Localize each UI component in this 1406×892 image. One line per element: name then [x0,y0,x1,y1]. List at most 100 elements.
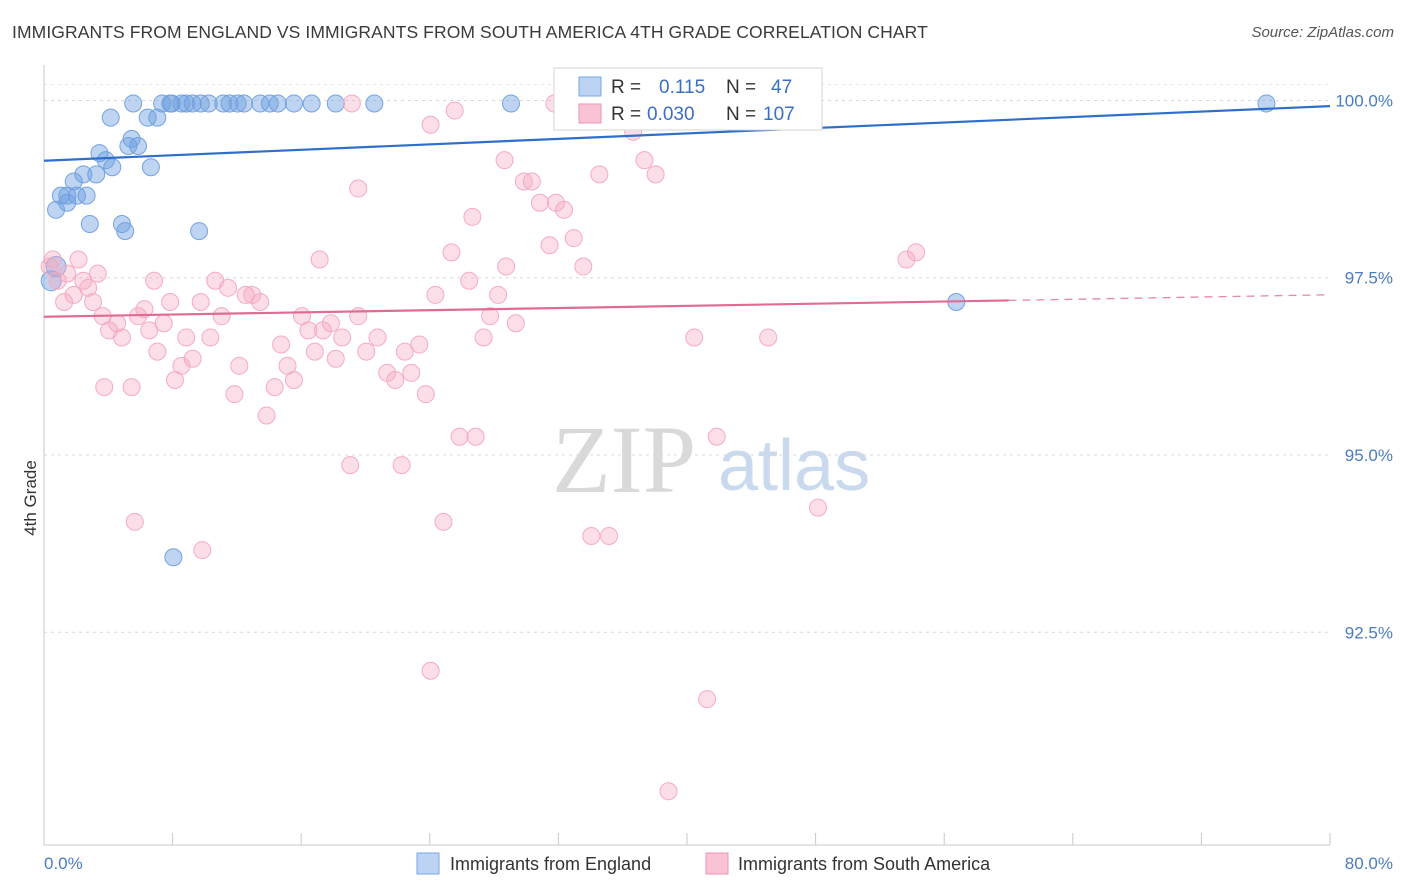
point-south-america-49 [341,456,360,475]
point-south-america-27 [191,293,210,311]
point-england-42 [326,94,345,113]
point-south-america-78 [582,527,601,545]
point-england-46 [164,548,183,567]
trendline-england [43,105,1331,162]
point-england-10 [80,215,99,233]
point-england-22 [138,108,157,127]
point-england-8 [74,165,93,184]
point-south-america-6 [69,250,88,269]
point-south-america-86 [600,527,619,545]
point-england-4 [58,193,77,212]
point-south-america-99 [95,378,114,397]
trendline-south-america-extension [1008,294,1331,302]
point-south-america-43 [299,321,318,340]
point-england-0 [40,270,62,292]
point-south-america-75 [555,200,574,219]
point-south-america-39 [272,335,291,354]
point-south-america-52 [368,328,387,347]
stats-swatch-south-america [578,103,602,124]
series-england-points [40,94,1276,567]
point-south-america-102 [310,250,329,269]
point-england-15 [101,108,120,127]
point-south-america-3 [55,293,74,311]
legend-swatch-england [416,852,440,875]
point-south-america-56 [402,363,421,382]
point-south-america-4 [58,264,77,283]
point-south-america-68 [497,257,516,276]
point-england-2 [47,200,66,219]
point-south-america-91 [759,328,778,347]
point-england-9 [77,186,96,205]
point-south-america-85 [421,661,440,680]
point-south-america-44 [305,342,324,361]
y-tick-labels: 100.0% 97.5% 95.0% 92.5% [1335,91,1393,642]
point-south-america-28 [201,328,220,347]
point-south-america-84 [646,165,665,184]
point-south-america-64 [466,427,485,446]
stats-n-value-england: 47 [771,77,792,98]
point-south-america-34 [236,285,255,304]
point-south-america-38 [265,378,284,397]
point-south-america-77 [574,257,593,276]
legend-label-england: Immigrants from England [450,854,651,874]
point-south-america-95 [342,94,361,113]
y-tick-label-1: 97.5% [1345,269,1393,288]
axes [43,65,1331,846]
point-england-11 [87,165,106,184]
point-south-america-41 [284,371,303,389]
point-south-america-26 [183,349,202,368]
point-england-17 [116,222,135,241]
point-south-america-63 [460,271,479,290]
x-tick-label-0: 0.0% [44,854,83,873]
point-south-america-97 [445,101,464,120]
point-england-7 [67,186,86,205]
point-south-america-33 [230,356,249,375]
point-england-20 [129,137,148,155]
point-south-america-14 [112,328,131,347]
point-south-america-96 [421,115,440,134]
point-south-america-106 [349,179,368,198]
point-england-41 [302,94,321,113]
point-england-33 [214,94,233,113]
point-england-27 [162,94,181,113]
y-axis-title: 4th Grade [21,460,40,536]
point-south-america-87 [659,782,678,801]
chart-source: Source: ZipAtlas.com [1251,24,1394,41]
point-south-america-5 [64,285,83,304]
point-south-america-22 [161,293,180,311]
point-south-america-30 [212,307,231,326]
point-south-america-10 [88,264,107,283]
stats-swatch-england [578,76,602,97]
point-south-america-31 [219,278,238,297]
point-south-america-20 [148,342,167,361]
point-south-america-69 [506,314,525,333]
chart-title: IMMIGRANTS FROM ENGLAND VS IMMIGRANTS FR… [12,22,928,42]
point-south-america-76 [564,229,583,248]
point-south-america-21 [154,314,173,333]
point-south-america-58 [416,385,435,404]
stats-n-label-south-america: N = [726,104,756,125]
point-south-america-1 [43,250,62,269]
point-england-36 [235,94,254,113]
point-south-america-89 [698,690,717,709]
point-england-43 [365,94,384,113]
point-england-40 [284,94,303,113]
point-england-23 [141,158,160,177]
point-south-america-19 [145,271,164,290]
point-england-13 [96,151,115,170]
point-england-14 [103,158,122,177]
point-south-america-103 [392,456,411,475]
point-south-america-2 [48,271,67,290]
point-england-32 [199,94,218,113]
stats-legend-box: R = 0.115 N = 47 R = 0.030 N = 107 [553,67,823,131]
point-south-america-79 [590,165,609,184]
point-south-america-60 [434,512,453,531]
point-england-26 [148,108,167,127]
point-england-44 [501,94,520,113]
point-south-america-93 [897,250,916,269]
point-south-america-18 [140,321,159,340]
point-england-45 [190,222,209,241]
point-south-america-88 [685,328,704,347]
point-south-america-66 [481,307,500,326]
stats-n-value-south-america: 107 [763,104,795,125]
